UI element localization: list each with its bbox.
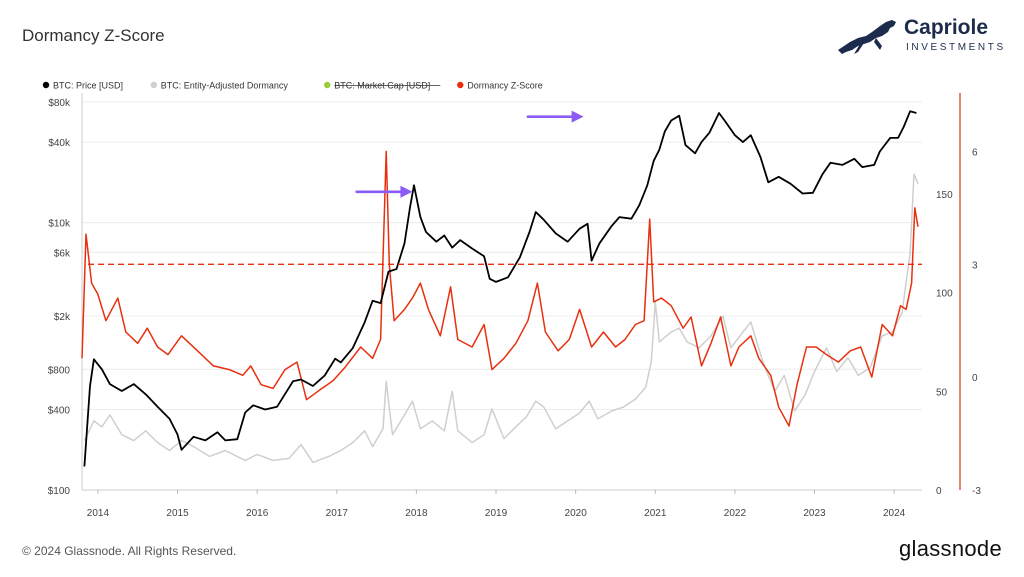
zscore-tick-label-1: 0: [972, 373, 978, 384]
annotation-layer: [355, 110, 584, 198]
x-tick-label-0: 2014: [87, 508, 110, 519]
legend-marker-2: [324, 81, 331, 89]
price-tick-label-7: $100: [48, 486, 71, 497]
chart-legend: BTC: Price [USD] BTC: Entity-Adjusted Dor…: [42, 81, 543, 91]
legend-label-1: BTC: Entity-Adjusted Dormancy: [161, 81, 289, 91]
horse-icon: [838, 20, 896, 54]
brand-sub: INVESTMENTS: [906, 42, 1006, 53]
x-tick-label-10: 2024: [883, 508, 906, 519]
dormancy-tick-label-0: 0: [936, 486, 942, 497]
dormancy-tick-label-1: 50: [936, 387, 948, 398]
legend-marker-1: [150, 81, 157, 89]
brand-logo: Capriole INVESTMENTS: [836, 14, 1016, 58]
x-tick-label-2: 2016: [246, 508, 269, 519]
x-tick-label-5: 2019: [485, 508, 508, 519]
zscore-tick-label-2: 3: [972, 260, 978, 271]
legend-label-3: Dormancy Z-Score: [467, 81, 543, 91]
series-layer: [81, 110, 919, 467]
price-tick-label-3: $6k: [54, 248, 71, 259]
arrow-head-1: [571, 110, 584, 123]
series-line-2: [81, 150, 919, 427]
legend-label-0: BTC: Price [USD]: [53, 81, 123, 91]
x-tick-label-1: 2015: [166, 508, 189, 519]
x-tick-label-8: 2022: [724, 508, 747, 519]
x-tick-label-7: 2021: [644, 508, 667, 519]
legend-marker-0: [42, 81, 50, 89]
x-tick-label-3: 2017: [326, 508, 349, 519]
x-tick-label-4: 2018: [405, 508, 428, 519]
dormancy-tick-label-3: 150: [936, 190, 953, 201]
price-tick-label-5: $800: [48, 365, 71, 376]
x-tick-label-9: 2023: [803, 508, 826, 519]
series-line-0: [83, 110, 917, 467]
price-tick-label-6: $400: [48, 406, 71, 417]
copyright-text: © 2024 Glassnode. All Rights Reserved.: [22, 544, 237, 558]
zscore-tick-label-0: -3: [972, 486, 981, 497]
x-tick-label-6: 2020: [565, 508, 588, 519]
dormancy-tick-label-2: 100: [936, 289, 953, 300]
series-line-1: [83, 173, 919, 464]
page-title: Dormancy Z-Score: [22, 26, 165, 45]
axes: $80k $40k $10k $6k $2k $800 $400 $100 2014 2015 20…: [48, 93, 981, 519]
price-tick-label-4: $2k: [54, 312, 71, 323]
arrow-head-0: [400, 185, 413, 198]
price-tick-label-1: $40k: [48, 138, 71, 149]
glassnode-wordmark: glassnode: [899, 536, 1002, 561]
brand-name: Capriole: [904, 16, 989, 39]
zscore-tick-label-3: 6: [972, 147, 978, 158]
price-tick-label-0: $80k: [48, 98, 71, 109]
price-tick-label-2: $10k: [48, 219, 71, 230]
legend-marker-3: [457, 81, 464, 89]
